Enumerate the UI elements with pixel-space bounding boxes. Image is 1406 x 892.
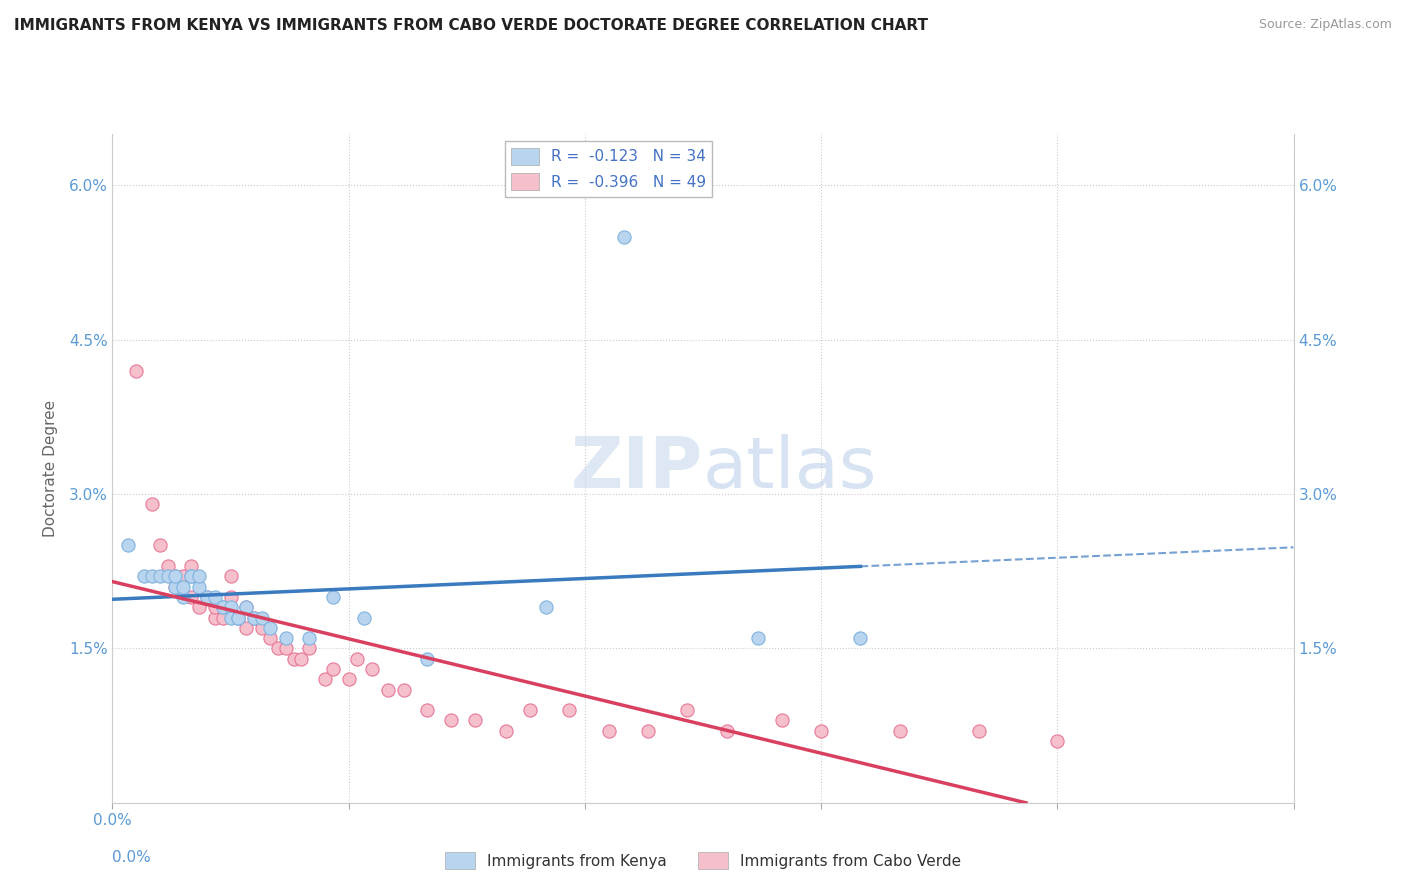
Point [613, 229, 636, 244]
Point [259, 631, 281, 645]
Point [204, 600, 226, 615]
Point [228, 610, 250, 624]
Point [149, 539, 172, 553]
Text: IMMIGRANTS FROM KENYA VS IMMIGRANTS FROM CABO VERDE DOCTORATE DEGREE CORRELATION: IMMIGRANTS FROM KENYA VS IMMIGRANTS FROM… [14, 18, 928, 33]
Point [156, 559, 179, 574]
Point [298, 641, 321, 656]
Point [219, 600, 242, 615]
Point [141, 497, 163, 511]
Point [464, 714, 486, 728]
Point [180, 569, 202, 583]
Text: atlas: atlas [703, 434, 877, 503]
Point [117, 539, 139, 553]
Point [228, 610, 250, 624]
Point [534, 600, 557, 615]
Point [172, 569, 194, 583]
Point [274, 631, 297, 645]
Point [172, 590, 194, 604]
Point [1046, 734, 1069, 748]
Point [849, 631, 872, 645]
Point [495, 723, 517, 738]
Text: Source: ZipAtlas.com: Source: ZipAtlas.com [1258, 18, 1392, 31]
Point [558, 703, 581, 717]
Point [204, 590, 226, 604]
Point [416, 703, 439, 717]
Point [747, 631, 769, 645]
Point [770, 714, 793, 728]
Point [149, 569, 172, 583]
Point [440, 714, 463, 728]
Point [243, 610, 266, 624]
Point [165, 580, 187, 594]
Point [219, 610, 242, 624]
Point [165, 580, 187, 594]
Point [132, 569, 155, 583]
Point [141, 569, 163, 583]
Point [228, 610, 250, 624]
Point [637, 723, 659, 738]
Point [165, 569, 187, 583]
Point [243, 610, 266, 624]
Point [180, 559, 202, 574]
Y-axis label: Doctorate Degree: Doctorate Degree [42, 400, 58, 537]
Point [211, 600, 233, 615]
Point [274, 641, 297, 656]
Point [322, 590, 344, 604]
Text: ZIP: ZIP [571, 434, 703, 503]
Point [219, 590, 242, 604]
Legend: R =  -0.123   N = 34, R =  -0.396   N = 49: R = -0.123 N = 34, R = -0.396 N = 49 [505, 142, 711, 196]
Text: 0.0%: 0.0% [112, 849, 152, 864]
Point [377, 682, 399, 697]
Point [416, 651, 439, 665]
Legend: Immigrants from Kenya, Immigrants from Cabo Verde: Immigrants from Kenya, Immigrants from C… [439, 846, 967, 875]
Point [235, 600, 257, 615]
Point [298, 631, 321, 645]
Point [346, 651, 368, 665]
Point [211, 600, 233, 615]
Point [235, 600, 257, 615]
Point [195, 590, 218, 604]
Point [967, 723, 990, 738]
Point [172, 580, 194, 594]
Point [125, 363, 148, 377]
Point [337, 673, 360, 687]
Point [353, 610, 375, 624]
Point [519, 703, 541, 717]
Point [204, 610, 226, 624]
Point [219, 569, 242, 583]
Point [188, 569, 211, 583]
Point [889, 723, 911, 738]
Point [361, 662, 384, 676]
Point [235, 621, 257, 635]
Point [188, 600, 211, 615]
Point [810, 723, 832, 738]
Point [250, 610, 273, 624]
Point [259, 621, 281, 635]
Point [180, 590, 202, 604]
Point [211, 610, 233, 624]
Point [598, 723, 620, 738]
Point [180, 569, 202, 583]
Point [188, 580, 211, 594]
Point [156, 569, 179, 583]
Point [267, 641, 290, 656]
Point [322, 662, 344, 676]
Point [165, 569, 187, 583]
Point [195, 590, 218, 604]
Point [676, 703, 699, 717]
Point [290, 651, 312, 665]
Point [716, 723, 738, 738]
Point [250, 621, 273, 635]
Point [283, 651, 305, 665]
Point [392, 682, 415, 697]
Point [314, 673, 336, 687]
